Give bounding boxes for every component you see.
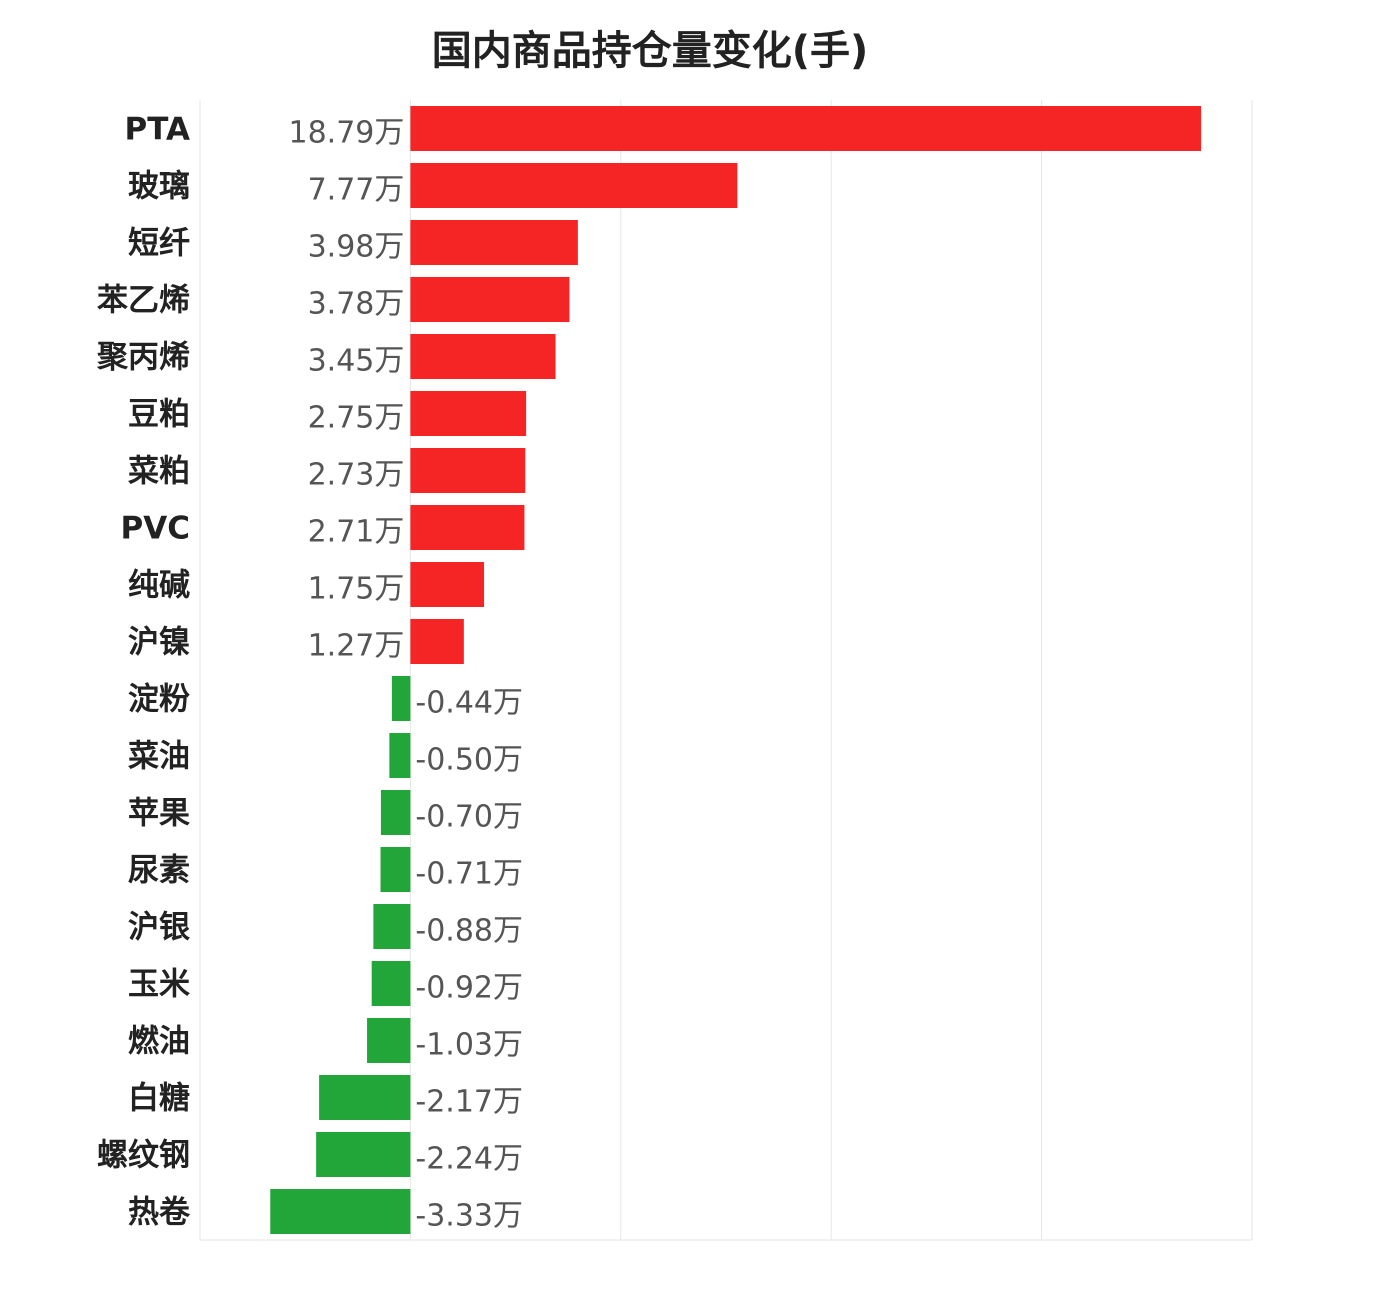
category-label: 苯乙烯 (97, 283, 190, 319)
data-label: -0.71万 (415, 857, 523, 892)
data-label: -0.50万 (415, 743, 523, 778)
category-label: 沪银 (128, 910, 190, 946)
data-label: 3.98万 (308, 230, 405, 265)
data-label: -0.44万 (415, 686, 523, 721)
bar (410, 448, 526, 493)
category-label: 短纤 (128, 226, 190, 262)
chart-title: 国内商品持仓量变化(手) (431, 28, 869, 74)
bar (410, 163, 738, 208)
bar (389, 733, 411, 778)
data-label: 1.27万 (308, 629, 405, 664)
bar (380, 847, 411, 892)
data-label: 1.75万 (308, 572, 405, 607)
data-label: -0.92万 (415, 971, 523, 1006)
data-label: -3.33万 (415, 1199, 523, 1234)
category-label: 沪镍 (128, 625, 190, 661)
category-label: 白糖 (128, 1081, 190, 1117)
bar (410, 334, 556, 379)
data-label: -2.24万 (415, 1142, 523, 1177)
bar (410, 619, 464, 664)
category-label: 聚丙烯 (96, 340, 190, 376)
category-label: 玻璃 (128, 169, 190, 205)
bar (373, 904, 411, 949)
bar (410, 391, 527, 436)
data-label: -1.03万 (415, 1028, 523, 1063)
bar (410, 106, 1202, 151)
data-label: 18.79万 (289, 116, 405, 151)
category-label: 淀粉 (128, 682, 190, 718)
data-label: 7.77万 (308, 173, 405, 208)
category-label: 菜粕 (128, 454, 190, 490)
data-label: 2.71万 (308, 515, 405, 550)
category-label: 热卷 (128, 1195, 191, 1231)
bar (410, 277, 570, 322)
data-label: 3.78万 (308, 287, 405, 322)
bar (367, 1018, 411, 1063)
category-label: 玉米 (128, 967, 190, 1003)
category-label: 菜油 (128, 739, 190, 775)
bar (371, 961, 411, 1006)
bar (270, 1189, 411, 1234)
data-label: 2.73万 (308, 458, 405, 493)
category-label: 螺纹钢 (97, 1138, 190, 1174)
category-label: PVC (121, 511, 190, 547)
bar (410, 505, 525, 550)
category-label: 燃油 (128, 1024, 190, 1060)
bar (319, 1075, 411, 1120)
category-label: 豆粕 (128, 397, 190, 433)
category-label: PTA (125, 112, 190, 148)
bar (410, 562, 485, 607)
category-label: 苹果 (128, 796, 190, 832)
bar (410, 220, 578, 265)
bar (316, 1132, 411, 1177)
data-label: 3.45万 (308, 344, 405, 379)
bar (380, 790, 411, 835)
data-label: -2.17万 (415, 1085, 523, 1120)
category-label: 纯碱 (128, 568, 190, 604)
bar (391, 676, 411, 721)
data-label: 2.75万 (308, 401, 405, 436)
data-label: -0.88万 (415, 914, 523, 949)
category-label: 尿素 (128, 853, 190, 889)
data-label: -0.70万 (415, 800, 523, 835)
